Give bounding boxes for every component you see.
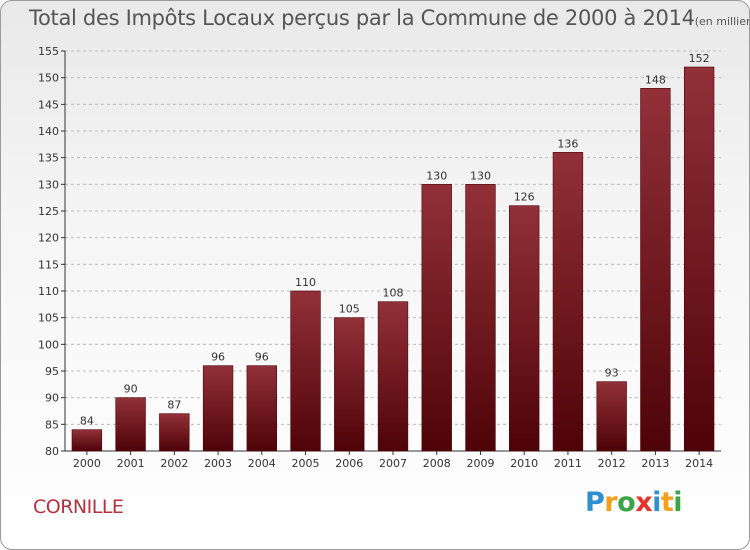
bar-2003	[202, 365, 234, 452]
y-tick-label: 140	[38, 125, 59, 138]
value-label-2005: 110	[295, 276, 316, 289]
x-tick-label-2010: 2010	[510, 457, 538, 470]
y-tick-label: 95	[45, 365, 59, 378]
logo-letter: i	[652, 487, 661, 518]
bar-2002	[159, 413, 190, 452]
value-label-2010: 126	[514, 191, 535, 204]
y-tick-label: 130	[38, 178, 59, 191]
value-label-2000: 84	[80, 415, 94, 428]
chart-title: Total des Impôts Locaux perçus par la Co…	[29, 6, 749, 30]
bar-2010	[509, 205, 540, 452]
x-tick-label-2005: 2005	[292, 457, 320, 470]
value-label-2009: 130	[470, 169, 491, 182]
bar-2014	[683, 66, 715, 452]
bar-2001	[115, 397, 146, 452]
commune-name: CORNILLE	[33, 496, 124, 518]
y-tick-label: 125	[38, 205, 59, 218]
x-tick-label-2000: 2000	[73, 457, 101, 470]
logo-letter: o	[617, 487, 636, 518]
y-tick-label: 145	[38, 98, 59, 111]
y-tick-label: 100	[38, 338, 59, 351]
y-tick-label: 105	[38, 312, 59, 325]
logo-letter: x	[635, 487, 653, 518]
value-label-2007: 108	[383, 287, 404, 300]
y-tick-label: 110	[38, 285, 59, 298]
value-label-2002: 87	[167, 399, 181, 412]
x-tick-label-2008: 2008	[423, 457, 451, 470]
x-tick-label-2013: 2013	[641, 457, 669, 470]
title-text: Total des Impôts Locaux perçus par la Co…	[29, 6, 695, 30]
x-tick-label-2001: 2001	[117, 457, 145, 470]
value-label-2011: 136	[557, 137, 578, 150]
x-tick-label-2003: 2003	[204, 457, 232, 470]
y-tick-label: 80	[45, 445, 59, 458]
bar-2000	[71, 429, 103, 452]
bar-2008	[421, 184, 452, 452]
bar-2005	[290, 290, 321, 452]
value-label-2006: 105	[339, 303, 360, 316]
value-label-2003: 96	[211, 351, 225, 364]
y-tick-label: 90	[45, 392, 59, 405]
x-tick-label-2004: 2004	[248, 457, 276, 470]
logo-letter: r	[604, 487, 618, 518]
bar-2004	[246, 365, 277, 452]
value-label-2012: 93	[605, 367, 619, 380]
bar-2006	[334, 317, 365, 452]
value-label-2001: 90	[124, 383, 138, 396]
bar-2012	[596, 381, 627, 452]
x-tick-label-2009: 2009	[466, 457, 494, 470]
logo-letter: t	[660, 487, 674, 518]
title-unit: (en milliers d'€)	[694, 15, 749, 28]
bar-2009	[465, 184, 496, 452]
y-tick-label: 150	[38, 72, 59, 85]
value-label-2008: 130	[426, 169, 447, 182]
bar-2013	[640, 88, 671, 452]
value-label-2004: 96	[255, 351, 269, 364]
value-label-2013: 148	[645, 73, 666, 86]
x-tick-label-2011: 2011	[554, 457, 582, 470]
x-tick-label-2002: 2002	[160, 457, 188, 470]
y-tick-label: 135	[38, 152, 59, 165]
proxiti-logo: Proxiti	[585, 487, 683, 518]
bar-2011	[552, 152, 584, 452]
logo-letter: i	[673, 487, 683, 518]
y-tick-label: 115	[38, 258, 59, 271]
y-tick-label: 155	[38, 45, 59, 58]
x-tick-label-2014: 2014	[685, 457, 713, 470]
y-tick-label: 85	[45, 418, 59, 431]
x-tick-label-2006: 2006	[335, 457, 363, 470]
x-tick-label-2007: 2007	[379, 457, 407, 470]
value-label-2014: 152	[689, 52, 710, 65]
x-tick-label-2012: 2012	[598, 457, 626, 470]
logo-letter: P	[585, 487, 605, 518]
y-tick-label: 120	[38, 232, 59, 245]
bar-2007	[377, 301, 409, 452]
